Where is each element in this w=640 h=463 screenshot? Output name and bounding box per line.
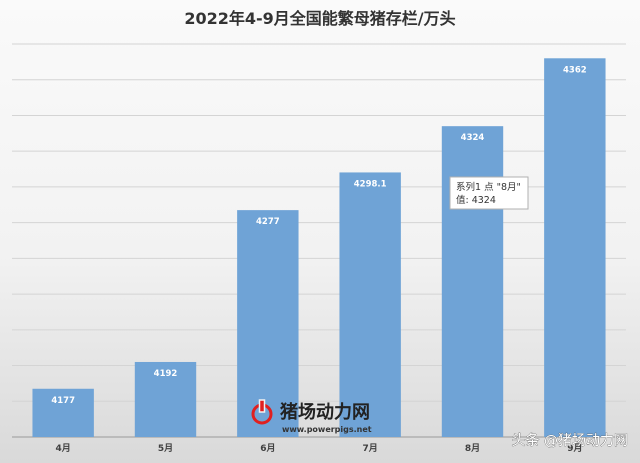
tooltip-series-point: 系列1 点 "8月"	[456, 181, 521, 193]
x-tick-label: 6月	[260, 443, 275, 454]
tooltip-value: 值: 4324	[456, 194, 496, 206]
bar-5月[interactable]	[134, 361, 197, 437]
corner-watermark: 头条 @猪场动力网	[512, 432, 628, 449]
power-icon	[251, 399, 273, 425]
gridlines	[12, 43, 626, 438]
x-tick-label: 8月	[465, 443, 480, 454]
data-label: 4362	[563, 65, 587, 75]
x-tick-label: 5月	[158, 443, 173, 454]
hover-tooltip: 系列1 点 "8月" 值: 4324	[449, 176, 529, 210]
watermark-url: www.powerpigs.net	[282, 425, 372, 434]
watermark-brand: 猪场动力网	[279, 401, 370, 423]
data-label: 4298.1	[354, 179, 387, 189]
chart-title: 2022年4-9月全国能繁母猪存栏/万头	[184, 9, 455, 28]
data-label: 4192	[154, 369, 178, 379]
x-tick-label: 4月	[56, 443, 71, 454]
data-labels: 4177 4192 4277 4298.1 4324 4362	[51, 65, 586, 405]
data-label: 4177	[51, 396, 75, 406]
x-axis-ticks: 4月 5月 6月 7月 8月 9月	[56, 443, 583, 454]
data-label: 4324	[461, 133, 485, 143]
bar-9月[interactable]	[544, 58, 606, 438]
bar-4月[interactable]	[32, 388, 94, 437]
x-tick-label: 7月	[363, 443, 378, 454]
bar-7月[interactable]	[339, 172, 401, 437]
x-tick-label: 9月	[567, 443, 582, 454]
brand-watermark: 猪场动力网 www.powerpigs.net	[251, 399, 372, 434]
data-label: 4277	[256, 217, 280, 227]
bar-6月[interactable]	[237, 210, 299, 437]
bar-8月[interactable]	[441, 126, 504, 437]
tooltip-box	[449, 176, 529, 210]
